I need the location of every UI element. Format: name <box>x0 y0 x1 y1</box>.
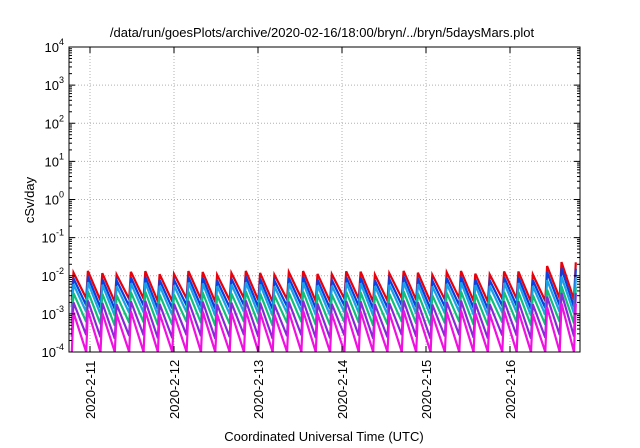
y-tick-base: 10 <box>45 154 59 169</box>
y-tick-label: 100 <box>45 190 64 208</box>
series-line <box>70 285 577 327</box>
chart-title: /data/run/goesPlots/archive/2020-02-16/1… <box>110 25 535 40</box>
y-tick-exponent: 4 <box>59 37 64 47</box>
y-tick-exponent: -1 <box>56 228 64 238</box>
y-tick-exponent: -4 <box>56 342 64 352</box>
y-tick-label: 10-3 <box>42 304 64 322</box>
y-tick-base: 10 <box>45 78 59 93</box>
x-tick-label: 2020-2-14 <box>335 360 350 419</box>
y-tick-exponent: 0 <box>59 190 64 200</box>
y-tick-exponent: -2 <box>56 266 64 276</box>
x-tick-label: 2020-2-13 <box>251 360 266 419</box>
x-tick-labels: 2020-2-11 2020-2-12 2020-2-13 2020-2-14 2020… <box>83 360 518 419</box>
y-tick-exponent: 1 <box>59 151 64 161</box>
y-tick-exponent: -3 <box>56 304 64 314</box>
x-tick-label: 2020-2-15 <box>419 360 434 419</box>
series-layer <box>70 261 577 353</box>
y-tick-base: 10 <box>45 116 59 131</box>
y-tick-label: 102 <box>45 113 64 131</box>
series-line <box>70 261 577 305</box>
y-tick-label: 101 <box>45 151 64 169</box>
y-tick-exponent: 3 <box>59 75 64 85</box>
y-tick-label: 104 <box>45 37 64 55</box>
y-tick-base: 10 <box>42 307 56 322</box>
x-tick-label: 2020-2-12 <box>167 360 182 419</box>
x-tick-label: 2020-2-11 <box>83 361 98 419</box>
series-line <box>70 276 577 317</box>
y-tick-base: 10 <box>42 231 56 246</box>
y-tick-base: 10 <box>42 345 56 360</box>
y-axis-label: cSv/day <box>22 176 37 223</box>
y-tick-label: 10-2 <box>42 266 64 284</box>
series-line <box>70 292 577 340</box>
y-tick-base: 10 <box>45 193 59 208</box>
y-tick-base: 10 <box>45 40 59 55</box>
y-tick-label: 103 <box>45 75 64 93</box>
tick-marks <box>69 46 580 353</box>
series-line <box>70 268 577 311</box>
x-axis-label: Coordinated Universal Time (UTC) <box>224 429 423 444</box>
y-tick-label: 10-4 <box>42 342 64 360</box>
y-tick-exponent: 2 <box>59 113 64 123</box>
y-tick-base: 10 <box>42 269 56 284</box>
series-line <box>70 303 577 353</box>
y-tick-label: 10-1 <box>42 228 64 246</box>
x-tick-label: 2020-2-16 <box>503 360 518 419</box>
